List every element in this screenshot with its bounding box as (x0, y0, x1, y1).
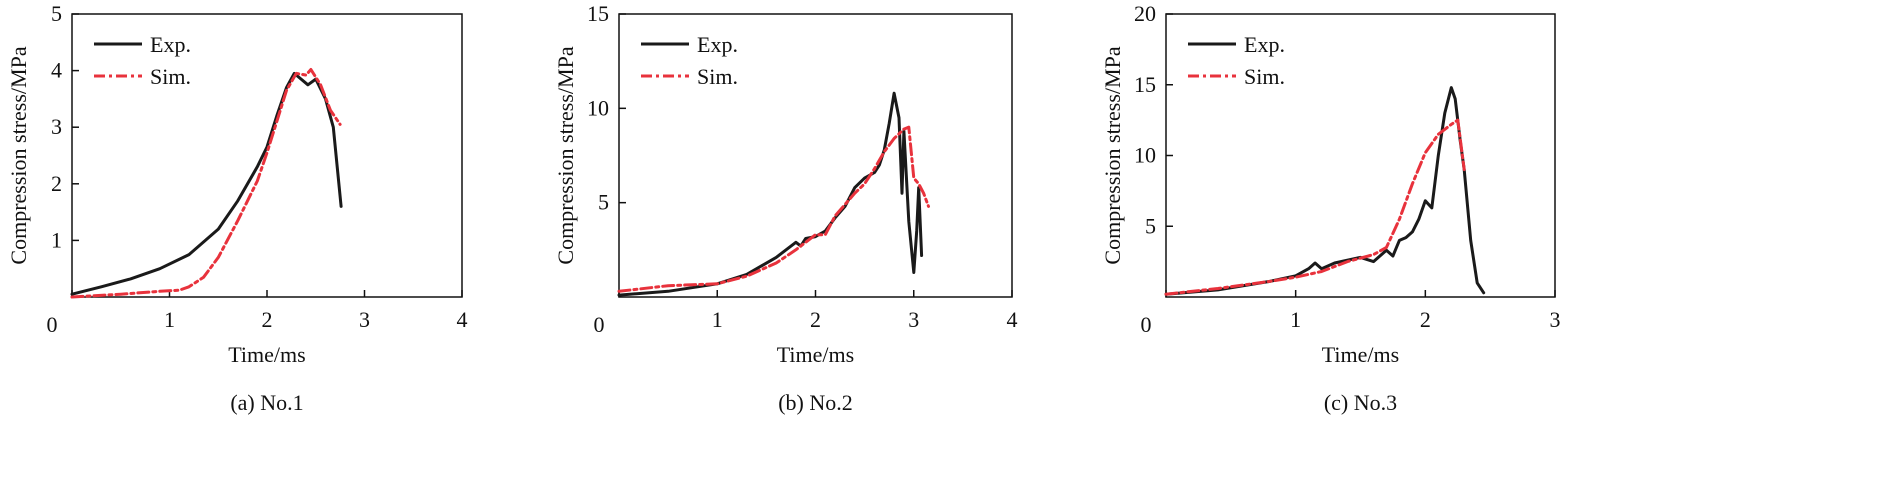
y-tick-label: 4 (51, 58, 62, 83)
x-tick-label: 4 (1007, 307, 1018, 332)
y-tick-label: 3 (51, 114, 62, 139)
y-tick-label: 15 (587, 1, 609, 26)
y-tick-label: 5 (1145, 213, 1156, 238)
series-line-exp (617, 91, 924, 297)
chart-panel-1: 1 2 3 4 5 0 1 2 3 4 Time/ms Compression stress/MPa (… (6, 1, 468, 415)
y-tick-label: 5 (598, 190, 609, 215)
legend-label-sim: Sim. (697, 64, 738, 89)
y-tick-label: 1 (51, 227, 62, 252)
origin-label: 0 (594, 312, 605, 337)
x-tick-label: 2 (810, 307, 821, 332)
y-axis-label: Compression stress/MPa (6, 46, 31, 264)
series-line-sim (70, 68, 342, 299)
x-tick-label: 3 (908, 307, 919, 332)
chart-panel-3: 5 10 15 20 0 1 2 3 Time/ms Compression stress/MPa… (1100, 1, 1561, 415)
x-tick-label: 2 (262, 307, 273, 332)
plot-frame (618, 13, 1013, 298)
legend-label-exp: Exp. (1244, 32, 1285, 57)
origin-label: 0 (1141, 312, 1152, 337)
origin-label: 0 (47, 312, 58, 337)
x-tick-label: 1 (164, 307, 175, 332)
series-line-exp (70, 71, 343, 296)
y-tick-label: 15 (1134, 72, 1156, 97)
chart-panel-2: 5 10 15 0 1 2 3 4 Time/ms Compression stress/MPa (… (553, 1, 1018, 415)
series-line-sim (1164, 118, 1466, 296)
legend-label-sim: Sim. (1244, 64, 1285, 89)
legend-label-exp: Exp. (697, 32, 738, 57)
y-tick-label: 5 (51, 1, 62, 26)
x-axis-label: Time/ms (228, 342, 305, 367)
y-axis-label: Compression stress/MPa (553, 46, 578, 264)
series-line-sim (617, 125, 930, 293)
y-axis-label: Compression stress/MPa (1100, 46, 1125, 264)
x-axis-label: Time/ms (1322, 342, 1399, 367)
panel-caption: (c) No.3 (1324, 390, 1397, 415)
x-axis-label: Time/ms (777, 342, 854, 367)
x-tick-label: 3 (1550, 307, 1561, 332)
x-tick-label: 2 (1420, 307, 1431, 332)
y-tick-label: 10 (587, 95, 609, 120)
y-tick-label: 20 (1134, 1, 1156, 26)
legend-label-sim: Sim. (150, 64, 191, 89)
y-tick-label: 2 (51, 171, 62, 196)
x-tick-label: 4 (457, 307, 468, 332)
series-line-exp (1164, 86, 1486, 296)
y-tick-label: 10 (1134, 143, 1156, 168)
x-tick-label: 1 (712, 307, 723, 332)
panel-caption: (a) No.1 (230, 390, 303, 415)
plot-frame (1165, 13, 1556, 298)
legend-label-exp: Exp. (150, 32, 191, 57)
x-tick-label: 1 (1290, 307, 1301, 332)
panel-caption: (b) No.2 (778, 390, 853, 415)
x-tick-label: 3 (359, 307, 370, 332)
